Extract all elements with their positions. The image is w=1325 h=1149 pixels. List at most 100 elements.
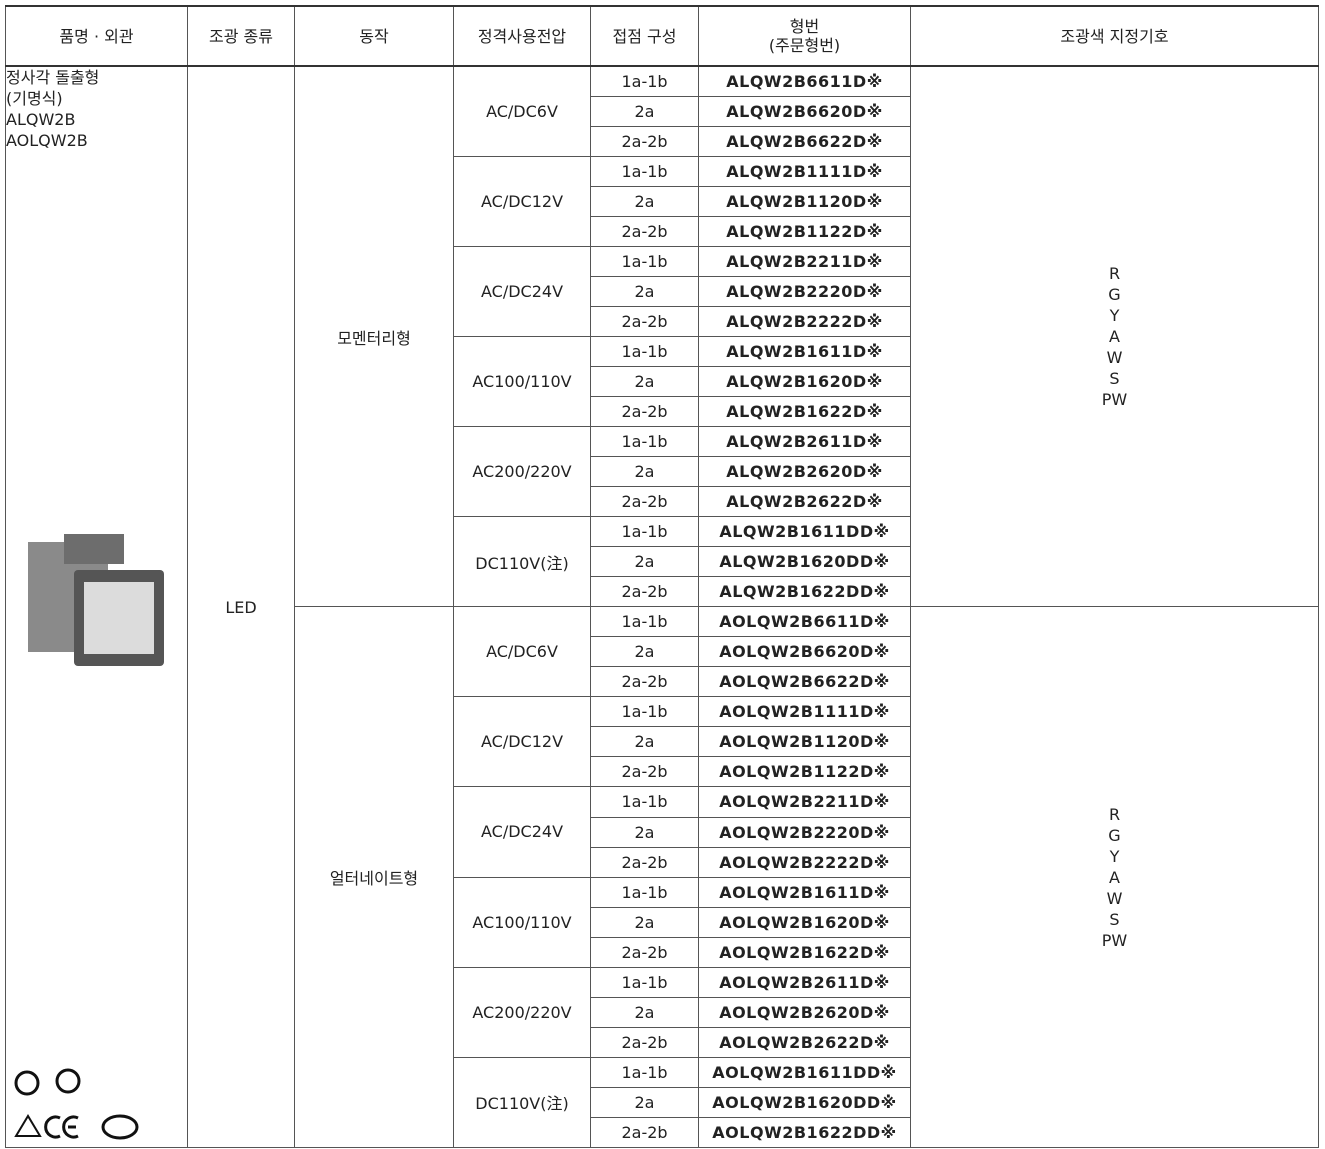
model-number: ALQW2B1620DD※ — [698, 546, 911, 578]
model-number: ALQW2B1111D※ — [698, 155, 911, 187]
table-row: 2a-2b AOLQW2B6622D※ — [6, 666, 1319, 698]
contact: 2a — [590, 906, 699, 938]
terminal — [64, 534, 124, 564]
model-number: ALQW2B6620D※ — [698, 95, 911, 127]
color-code: W — [1106, 348, 1123, 368]
contact: 2a-2b — [590, 666, 699, 698]
contact: 2a — [590, 726, 699, 758]
contact: 2a — [590, 636, 699, 668]
contact: 1a-1b — [590, 425, 699, 458]
table-row: 2a AOLQW2B1620DD※ — [6, 1087, 1319, 1118]
model-number: ALQW2B6611D※ — [698, 65, 911, 97]
model-number: AOLQW2B1622DD※ — [698, 1117, 911, 1148]
table-row: 2a-2b AOLQW2B1622D※ — [6, 936, 1319, 968]
contact: 2a-2b — [590, 936, 699, 968]
cert-logos — [14, 1068, 139, 1140]
table-row: 2a ALQW2B1620DD※ — [6, 546, 1319, 578]
table-row: 2a AOLQW2B6620D※ — [6, 636, 1319, 668]
contact: 2a-2b — [590, 215, 699, 247]
color-code: S — [1109, 909, 1120, 929]
header-cell: 형번 (주문형번) — [698, 5, 911, 67]
color-code: PW — [1101, 930, 1128, 950]
contact: 2a-2b — [590, 576, 699, 608]
contact: 2a — [590, 546, 699, 578]
contact: 1a-1b — [590, 65, 699, 97]
ccc-logo — [101, 1114, 139, 1140]
color-code: R — [1108, 264, 1121, 284]
voltage: AC100/110V — [453, 876, 591, 968]
voltage: AC100/110V — [453, 335, 591, 427]
model-number: AOLQW2B1111D※ — [698, 696, 911, 728]
header-cell: 정격사용전압 — [453, 5, 591, 67]
model-number: ALQW2B2611D※ — [698, 425, 911, 458]
voltage: AC/DC24V — [453, 786, 591, 878]
product-photo — [28, 534, 164, 666]
color-code: G — [1108, 285, 1121, 305]
model-number: AOLQW2B6622D※ — [698, 666, 911, 698]
table-row: 정사각 돌출형 (기명식) ALQW2B AOLQW2B LED 모멘터리형 AC/DC6V… — [5, 65, 1319, 1148]
table-row: 2a ALQW2B2220D※ — [6, 275, 1319, 307]
header-cell: 접점 구성 — [590, 5, 699, 67]
voltage: AC/DC24V — [453, 245, 591, 337]
contact: 2a — [590, 275, 699, 307]
model-number: AOLQW2B2622D※ — [698, 1026, 911, 1058]
header-cell: 동작 — [294, 5, 454, 67]
header-row: 품명 · 외관 조광 종류 동작 정격사용전압 접점 구성 형번 (주문형번) 조광색 지정… — [5, 5, 1319, 67]
table-row: 2a-2b ALQW2B6622D※ — [6, 125, 1319, 157]
voltage: AC/DC6V — [453, 65, 591, 157]
model-number: AOLQW2B2211D※ — [698, 786, 911, 818]
model-number: ALQW2B2211D※ — [698, 245, 911, 277]
contact: 2a — [590, 456, 699, 487]
contact: 2a — [590, 816, 699, 848]
table-row: DC110V(注) 1a-1b AOLQW2B1611DD※ — [6, 1056, 1319, 1149]
model-number: AOLQW2B1122D※ — [698, 756, 911, 788]
model-number: AOLQW2B2220D※ — [698, 816, 911, 848]
contact: 2a — [590, 365, 699, 397]
table-row: 2a AOLQW2B2220D※ — [6, 816, 1319, 848]
model-number: ALQW2B1611DD※ — [698, 515, 911, 548]
model-number: AOLQW2B1622D※ — [698, 936, 911, 968]
model-number: AOLQW2B1620DD※ — [698, 1087, 911, 1118]
contact: 2a-2b — [590, 1117, 699, 1148]
voltage: AC200/220V — [453, 966, 591, 1058]
model-number: ALQW2B2622D※ — [698, 486, 911, 517]
contact: 2a-2b — [590, 846, 699, 878]
model-number: AOLQW2B1611D※ — [698, 876, 911, 908]
ce-logo — [44, 1115, 79, 1139]
contact: 2a-2b — [590, 756, 699, 788]
product-name: ALQW2B — [6, 110, 76, 129]
voltage: AC/DC12V — [453, 155, 591, 247]
header-cell: 조광 종류 — [187, 5, 295, 67]
color-code: W — [1106, 888, 1123, 908]
voltage: DC110V(注) — [453, 1056, 591, 1149]
contact: 1a-1b — [590, 966, 699, 998]
color-code: Y — [1109, 306, 1120, 326]
model-number: AOLQW2B2620D※ — [698, 996, 911, 1028]
model-number: AOLQW2B1120D※ — [698, 726, 911, 758]
voltage: DC110V(注) — [453, 515, 591, 608]
action-type: 얼터네이트형 — [294, 606, 454, 1148]
table-row: 2a-2b ALQW2B2622D※ — [6, 486, 1319, 517]
product-name: AOLQW2B — [6, 131, 88, 150]
contact: 1a-1b — [590, 515, 699, 548]
model-number: AOLQW2B6611D※ — [698, 606, 911, 638]
table-row: AC200/220V 1a-1b ALQW2B2611D※ — [6, 425, 1319, 518]
contact: 2a — [590, 185, 699, 217]
contact: 1a-1b — [590, 876, 699, 908]
contact: 1a-1b — [590, 786, 699, 818]
color-code: PW — [1101, 390, 1128, 410]
contact: 2a-2b — [590, 395, 699, 427]
table-row: 2a-2b ALQW2B1122D※ — [6, 215, 1319, 247]
model-number: ALQW2B1122D※ — [698, 215, 911, 247]
color-code: A — [1109, 867, 1120, 887]
voltage: AC200/220V — [453, 425, 591, 518]
contact: 2a — [590, 996, 699, 1028]
table-row: DC110V(注) 1a-1b ALQW2B1611DD※ — [6, 515, 1319, 608]
model-number: ALQW2B1620D※ — [698, 365, 911, 397]
model-number: ALQW2B2620D※ — [698, 456, 911, 487]
model-number: ALQW2B2220D※ — [698, 275, 911, 307]
lens — [84, 582, 154, 654]
model-number: ALQW2B6622D※ — [698, 125, 911, 157]
ul-logo — [14, 1070, 40, 1096]
header-cell: 품명 · 외관 — [5, 5, 188, 67]
